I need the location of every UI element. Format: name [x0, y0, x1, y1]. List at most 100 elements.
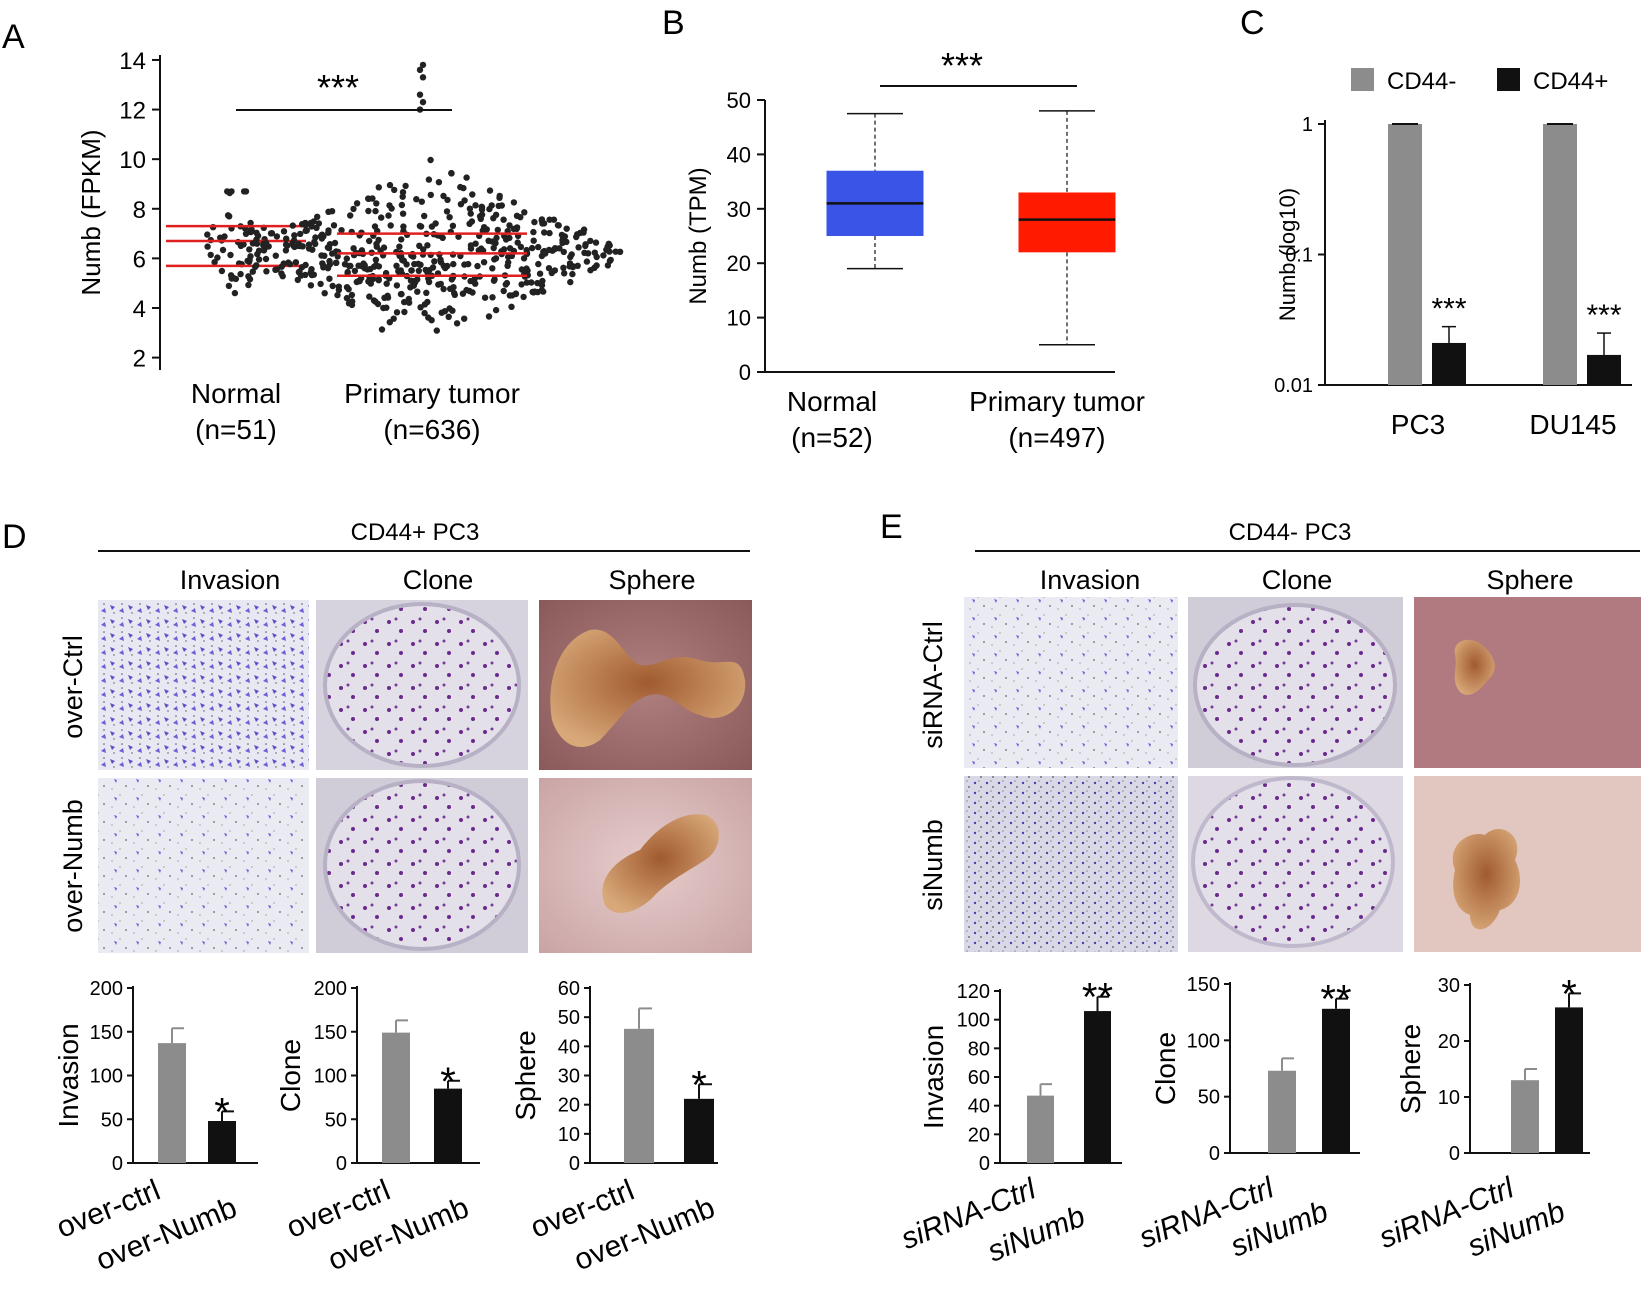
d3-y-tick-label: 40 — [558, 1036, 580, 1058]
a-tumor-point — [472, 202, 479, 209]
a-tumor-point — [308, 266, 315, 273]
a-tumor-point — [531, 218, 538, 226]
a-x-category-label: (n=636) — [383, 414, 480, 445]
a-tumor-point — [318, 252, 325, 259]
c-cd44pos-bar — [1432, 342, 1466, 385]
a-tumor-point — [466, 220, 473, 227]
e-sphere-sinumb-image — [1414, 776, 1641, 952]
panel-e-header: CD44- PC3 — [1229, 519, 1352, 546]
a-tumor-point — [428, 223, 436, 230]
a-tumor-point — [425, 176, 433, 183]
d2-significance-label: * — [440, 1060, 456, 1104]
chart-c-bar: 0.01 0.1 1 Numb (log10) *** *** PC3 DU145 CD44- C… — [1274, 68, 1632, 440]
a-tumor-point — [398, 201, 406, 209]
b-y-tick-label: 40 — [727, 142, 751, 167]
e-invasion-sinumb-image — [964, 776, 1178, 952]
a-tumor-point — [600, 252, 607, 259]
a-tumor-point — [569, 270, 576, 278]
c-y-axis-label: Numb (log10) — [1275, 188, 1300, 321]
panel-letter-c: C — [1240, 4, 1265, 42]
a-tumor-point — [583, 258, 591, 265]
b-y-tick-label: 10 — [727, 306, 751, 331]
e1-bar — [1084, 1011, 1111, 1163]
c-legend-label-cd44pos: CD44+ — [1533, 68, 1608, 95]
a-tumor-point — [272, 266, 279, 273]
a-tumor-point — [387, 222, 394, 229]
a-tumor-point — [385, 212, 392, 219]
a-tumor-point — [435, 179, 443, 186]
a-tumor-point — [372, 298, 379, 305]
a-tumor-point — [373, 200, 380, 207]
a-tumor-point — [424, 242, 431, 249]
a-tumor-point — [440, 262, 447, 269]
a-tumor-point — [317, 280, 324, 288]
a-tumor-point — [351, 267, 359, 275]
d2-y-tick-label: 200 — [314, 978, 347, 1000]
a-tumor-point — [486, 205, 493, 213]
a-tumor-point — [509, 292, 516, 299]
a-tumor-point — [450, 260, 457, 268]
a-y-tick-label: 8 — [133, 197, 146, 224]
a-tumor-point — [295, 269, 303, 276]
a-x-category-label: Primary tumor — [344, 378, 520, 409]
a-tumor-point — [285, 259, 292, 266]
a-normal-point — [211, 259, 218, 266]
a-tumor-point — [541, 229, 548, 236]
a-tumor-point — [334, 291, 341, 299]
a-tumor-point — [343, 255, 350, 262]
a-tumor-point — [441, 308, 449, 315]
b-box — [1018, 192, 1116, 253]
a-y-axis-label: Numb (FPKM) — [76, 129, 106, 295]
a-normal-point — [224, 212, 232, 219]
a-tumor-point — [535, 243, 542, 251]
a-tumor-point — [504, 262, 511, 269]
d1-y-tick-label: 200 — [90, 978, 123, 1000]
d2-bar — [382, 1032, 410, 1163]
a-normal-point — [247, 219, 254, 227]
a-tumor-point — [424, 269, 431, 276]
a-normal-point — [231, 289, 239, 297]
a-tumor-point — [414, 288, 421, 295]
a-tumor-point — [331, 239, 339, 247]
a-tumor-point — [413, 196, 420, 203]
a-tumor-outlier-point — [419, 98, 427, 106]
a-tumor-point — [550, 216, 558, 223]
d-sphere-over-numb-image — [539, 778, 752, 953]
a-tumor-point — [580, 226, 588, 233]
a-tumor-point — [395, 268, 402, 275]
panel-d-col-clone: Clone — [403, 565, 474, 595]
a-tumor-point — [372, 207, 379, 215]
d3-y-tick-label: 60 — [558, 978, 580, 1000]
e3-y-tick-label: 30 — [1438, 975, 1460, 997]
a-tumor-point — [247, 253, 254, 260]
panel-e-row-sinumb: siNumb — [918, 819, 948, 911]
a-tumor-point — [415, 267, 422, 274]
a-tumor-point — [401, 298, 408, 306]
panel-d-header: CD44+ PC3 — [351, 519, 480, 546]
a-tumor-point — [314, 213, 321, 220]
d-invasion-over-numb-image — [98, 778, 309, 953]
a-tumor-point — [366, 237, 373, 245]
a-tumor-point — [375, 276, 382, 283]
a-tumor-point — [606, 242, 613, 249]
d2-y-tick-label: 150 — [314, 1022, 347, 1044]
e1-bar — [1027, 1095, 1054, 1163]
a-tumor-point — [490, 277, 498, 284]
a-tumor-outlier-point — [419, 74, 427, 81]
a-tumor-point — [492, 306, 500, 314]
d-sphere-over-ctrl-image — [539, 600, 752, 770]
a-tumor-point — [469, 289, 476, 296]
a-tumor-point — [371, 263, 378, 270]
a-tumor-point — [375, 236, 382, 244]
a-tumor-point — [469, 191, 476, 198]
a-tumor-point — [303, 227, 310, 234]
a-tumor-point — [560, 264, 567, 271]
panel-d-micrographs — [98, 600, 752, 953]
a-tumor-point — [393, 262, 400, 269]
e1-y-axis-label: Invasion — [918, 1025, 949, 1129]
a-tumor-point — [518, 266, 525, 273]
a-tumor-point — [548, 269, 555, 277]
a-tumor-point — [321, 290, 328, 297]
a-tumor-point — [246, 246, 253, 253]
a-tumor-point — [481, 294, 489, 301]
